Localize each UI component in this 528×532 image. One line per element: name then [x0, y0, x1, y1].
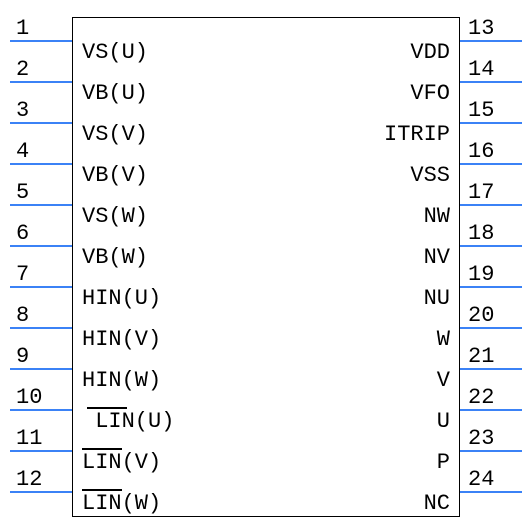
pin-label: VB(W)	[82, 245, 148, 270]
pin-number: 3	[16, 98, 29, 123]
pin-label: NC	[424, 491, 450, 516]
pin-number: 20	[468, 303, 494, 328]
pin-label: VS(U)	[82, 40, 148, 65]
pin-number: 21	[468, 344, 494, 369]
pin-number: 9	[16, 344, 29, 369]
pin-number: 11	[16, 426, 42, 451]
pin-label: U	[437, 409, 450, 434]
pin-label: VSS	[410, 163, 450, 188]
pin-label: NW	[424, 204, 450, 229]
overline	[87, 407, 127, 409]
pin-number: 10	[16, 385, 42, 410]
pin-number: 5	[16, 180, 29, 205]
pin-label: LIN(V)	[82, 450, 161, 475]
pin-label: NV	[424, 245, 450, 270]
pin-number: 17	[468, 180, 494, 205]
pin-number: 1	[16, 16, 29, 41]
pin-label: LIN(W)	[82, 491, 161, 516]
pin-label: P	[437, 450, 450, 475]
pin-label: VB(U)	[82, 81, 148, 106]
pin-number: 16	[468, 139, 494, 164]
pin-label: VB(V)	[82, 163, 148, 188]
pin-number: 22	[468, 385, 494, 410]
pin-label: VS(W)	[82, 204, 148, 229]
pin-number: 19	[468, 262, 494, 287]
pin-number: 14	[468, 57, 494, 82]
pin-number: 13	[468, 16, 494, 41]
pin-label: W	[437, 327, 450, 352]
pin-label: V	[437, 368, 450, 393]
pin-label: ITRIP	[384, 122, 450, 147]
pin-number: 2	[16, 57, 29, 82]
overline	[82, 489, 122, 491]
pin-label: LIN(U)	[82, 409, 174, 434]
pin-number: 15	[468, 98, 494, 123]
pin-number: 18	[468, 221, 494, 246]
pin-number: 24	[468, 467, 494, 492]
pin-label: VDD	[410, 40, 450, 65]
pin-number: 4	[16, 139, 29, 164]
pin-label: VS(V)	[82, 122, 148, 147]
overline	[82, 448, 122, 450]
pin-label: VFO	[410, 81, 450, 106]
pin-label: NU	[424, 286, 450, 311]
pin-label: HIN(W)	[82, 368, 161, 393]
pin-number: 12	[16, 467, 42, 492]
pin-number: 6	[16, 221, 29, 246]
pin-number: 7	[16, 262, 29, 287]
pin-label: HIN(U)	[82, 286, 161, 311]
pin-label: HIN(V)	[82, 327, 161, 352]
pin-number: 8	[16, 303, 29, 328]
pin-number: 23	[468, 426, 494, 451]
